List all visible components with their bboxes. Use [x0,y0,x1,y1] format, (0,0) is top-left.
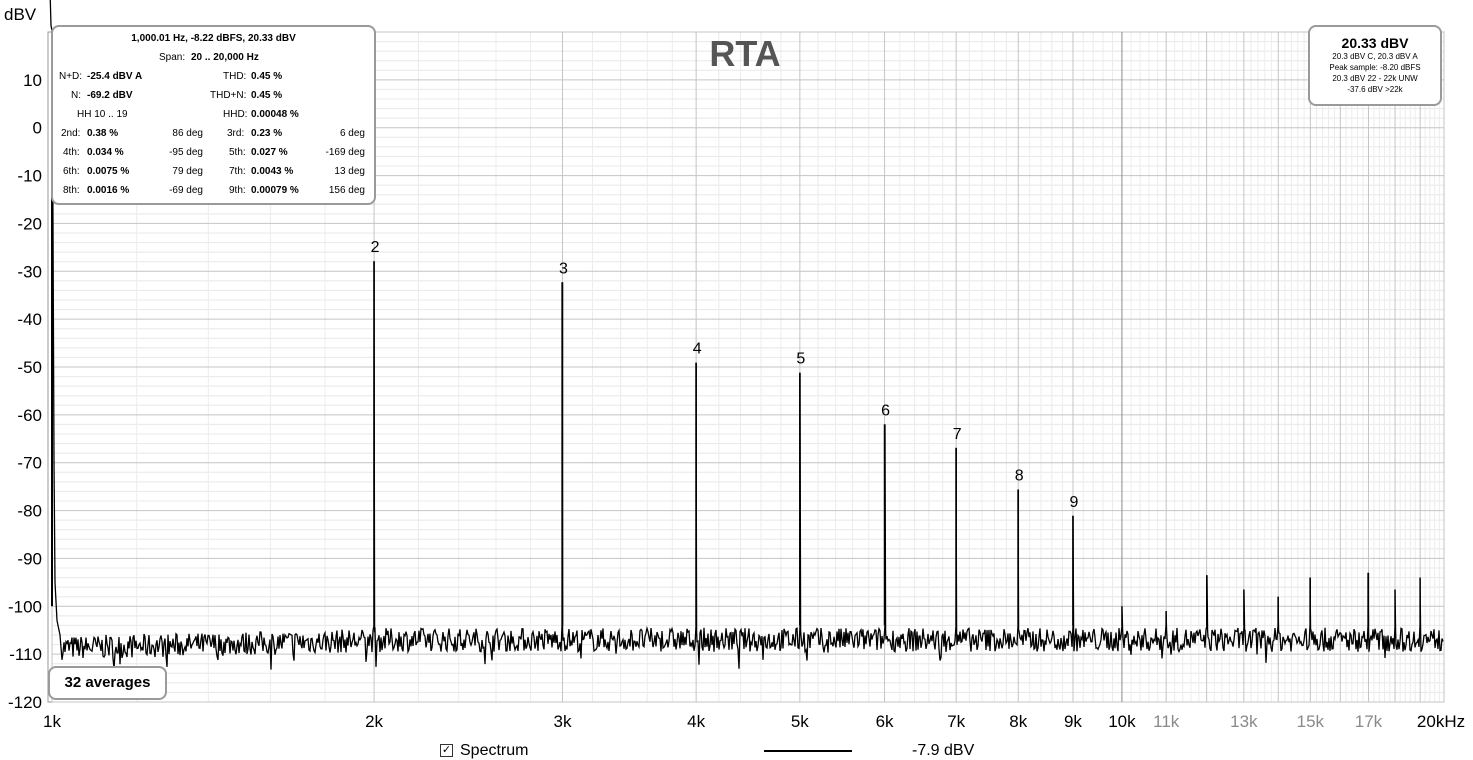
spectrum-trace [49,0,1444,670]
y-tick-label: -70 [17,454,42,473]
harmonic-row-percent: 0.0043 % [251,166,294,177]
x-tick-label: 9k [1064,712,1082,731]
harmonic-label-8: 8 [1015,468,1024,485]
harmonic-label-5: 5 [796,351,805,368]
y-tick-label: -80 [17,502,42,521]
harmonic-label-4: 4 [693,341,702,358]
x-tick-label: 20kHz [1417,712,1465,731]
harmonic-label-2: 2 [371,239,380,256]
thdn-label: THD+N: [210,90,247,101]
harmonic-row-percent: 0.23 % [251,128,283,139]
harmonic-row-label: 7th: [229,166,246,177]
y-tick-label: -50 [17,358,42,377]
harmonic-row-phase: 6 deg [339,128,365,139]
harmonic-row-phase: 156 deg [328,185,365,196]
y-tick-label: -110 [9,645,42,664]
level-detail-line: -37.6 dBV >22k [1347,85,1403,94]
harmonic-row-percent: 0.0016 % [87,185,130,196]
harmonic-row-percent: 0.00079 % [251,185,299,196]
harmonic-labels: 2 3 4 5 6 7 8 9 [371,239,1079,511]
nd-value: -25.4 dBV A [87,71,143,82]
spectrum-legend-label: Spectrum [460,742,529,759]
harmonic-row-phase: 13 deg [334,166,365,177]
legend-row: ✓ Spectrum -7.9 dBV [0,740,1473,759]
y-tick-label: -120 [8,693,42,712]
harmonic-row-label: 9th: [229,185,246,196]
harmonic-row-label: 4th: [63,147,80,158]
y-tick-label: -30 [17,262,42,281]
level-readout-panel: 20.33 dBV 20.3 dBV C, 20.3 dBV A Peak sa… [1308,25,1442,106]
x-tick-label: 3k [553,712,571,731]
x-tick-label: 15k [1297,712,1325,731]
x-tick-label: 4k [687,712,705,731]
x-tick-label: 1k [43,712,61,731]
harmonic-row-phase: -169 deg [325,147,365,158]
thdn-value: 0.45 % [251,90,283,101]
harmonic-row-phase: -95 deg [169,147,203,158]
y-tick-labels: 10 0 -10 -20 -30 -40 -50 -60 -70 -80 -90 -100 -110 -1… [8,71,42,712]
hhd-label: HHD: [223,109,248,120]
thd-value: 0.45 % [251,71,283,82]
y-tick-label: -90 [17,549,42,568]
spectrum-legend-swatch [764,750,852,752]
y-tick-label: -40 [17,310,42,329]
minor-gridlines [52,32,1444,702]
harmonic-label-9: 9 [1070,494,1079,511]
harmonic-row-label: 2nd: [61,128,81,139]
span-label: Span: [159,52,186,63]
x-tick-label: 10k [1108,712,1136,731]
harmonic-row-percent: 0.034 % [87,147,124,158]
stats-header: 1,000.01 Hz, -8.22 dBFS, 20.33 dBV [131,33,296,44]
x-tick-label: 8k [1009,712,1027,731]
distortion-stats-panel: 1,000.01 Hz, -8.22 dBFS, 20.33 dBV Span:… [51,25,376,205]
averages-badge: 32 averages [48,666,167,700]
harmonic-row-label: 6th: [63,166,80,177]
n-label: N: [71,90,81,101]
hh-range-label: HH 10 .. 19 [77,109,128,120]
harmonic-label-7: 7 [953,426,962,443]
x-tick-labels: 1k 2k 3k 4k 5k 6k 7k 8k 9k 10k 11k 13k 15k 17k 20kHz [43,712,1465,731]
y-tick-label: -10 [17,167,42,186]
nd-label: N+D: [59,71,83,82]
harmonic-label-6: 6 [881,402,890,419]
y-axis-unit-label: dBV [4,5,37,24]
harmonic-row-phase: -69 deg [169,185,203,196]
chart-title: RTA [709,33,780,74]
harmonic-row-label: 3rd: [227,128,245,139]
x-tick-label: 13k [1230,712,1258,731]
level-detail-line: 20.3 dBV 22 - 22k UNW [1332,74,1418,83]
harmonic-row-label: 5th: [229,147,246,158]
x-tick-label: 11k [1153,712,1180,731]
harmonic-row-percent: 0.38 % [87,128,119,139]
n-value: -69.2 dBV [87,90,133,101]
span-value: 20 .. 20,000 Hz [191,52,259,63]
y-tick-label: 10 [23,71,42,90]
spectrum-legend-value: -7.9 dBV [912,742,975,759]
y-tick-label: -20 [17,214,42,233]
harmonic-row-label: 8th: [63,185,80,196]
harmonic-row-percent: 0.027 % [251,147,288,158]
harmonic-row-phase: 79 deg [172,166,203,177]
x-tick-label: 7k [947,712,965,731]
harmonic-label-3: 3 [559,260,568,277]
hhd-value: 0.00048 % [251,109,299,120]
y-tick-label: -100 [8,597,42,616]
x-tick-label: 5k [791,712,809,731]
y-tick-label: -60 [17,406,42,425]
thd-label: THD: [223,71,247,82]
x-tick-label: 17k [1355,712,1383,731]
level-main-value: 20.33 dBV [1341,35,1409,51]
x-tick-label: 2k [365,712,383,731]
level-detail-line: Peak sample: -8.20 dBFS [1329,63,1421,72]
x-tick-label: 6k [876,712,894,731]
level-detail-line: 20.3 dBV C, 20.3 dBV A [1332,52,1418,61]
y-tick-label: 0 [33,119,42,138]
harmonic-row-phase: 86 deg [172,128,203,139]
spectrum-checkbox[interactable]: ✓ [440,744,453,757]
harmonic-row-percent: 0.0075 % [87,166,130,177]
